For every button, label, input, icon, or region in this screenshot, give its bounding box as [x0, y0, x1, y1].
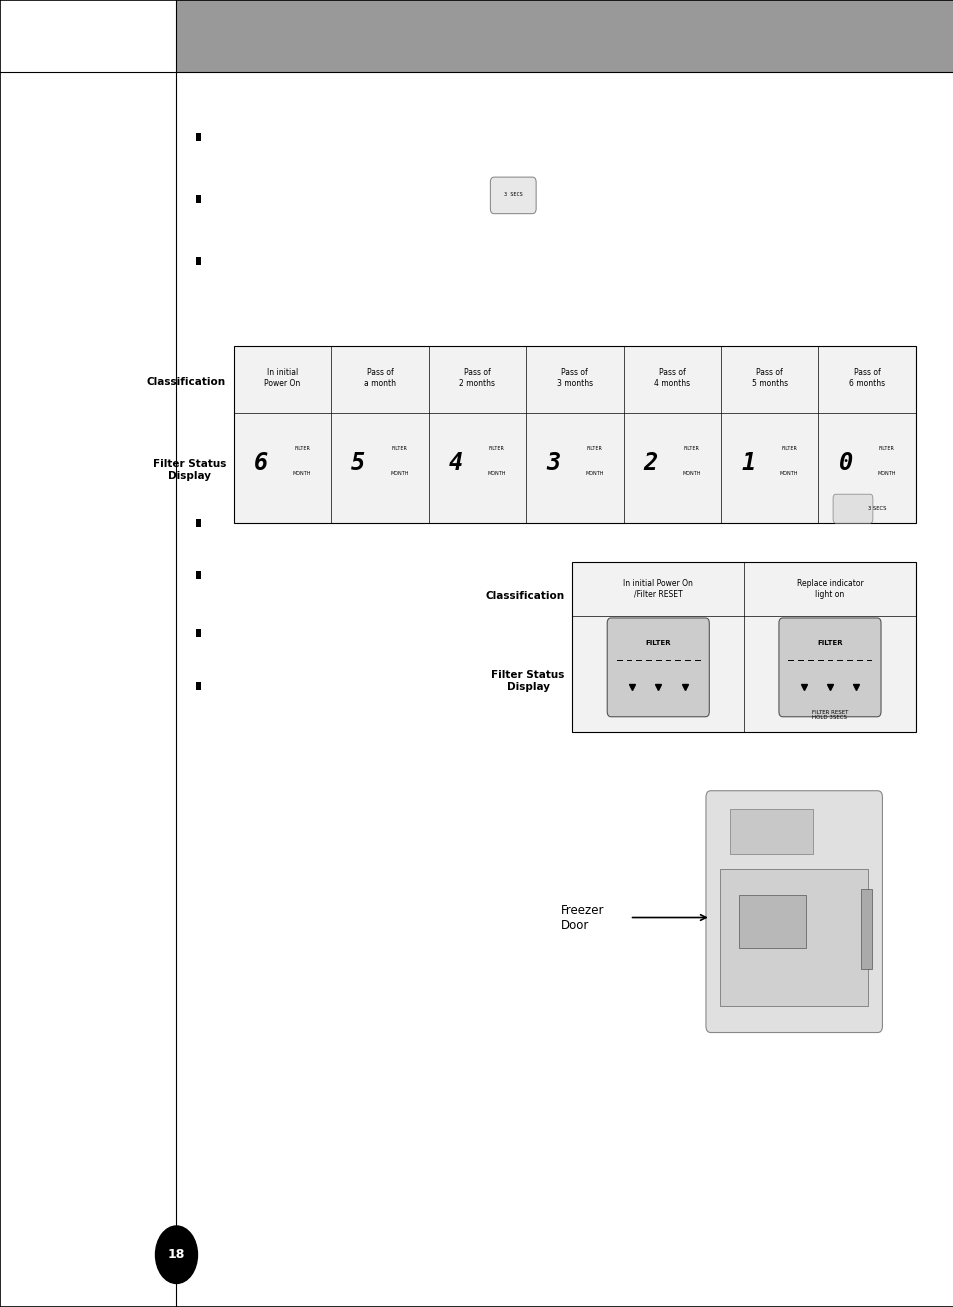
FancyBboxPatch shape — [832, 494, 872, 523]
Circle shape — [155, 1226, 197, 1283]
Text: FILTER: FILTER — [683, 446, 699, 451]
Text: 1: 1 — [740, 451, 755, 474]
Text: 5: 5 — [351, 451, 365, 474]
Text: MONTH: MONTH — [487, 471, 505, 476]
Bar — [195, 133, 201, 141]
Bar — [195, 629, 201, 637]
Text: FILTER RESET
HOLD 3SECS: FILTER RESET HOLD 3SECS — [811, 710, 847, 720]
Text: MONTH: MONTH — [584, 471, 603, 476]
Text: Pass of
5 months: Pass of 5 months — [751, 369, 787, 388]
Text: FILTER: FILTER — [645, 639, 670, 646]
Text: 18: 18 — [168, 1248, 185, 1261]
Bar — [195, 519, 201, 527]
Bar — [195, 257, 201, 265]
Text: 3 SECS: 3 SECS — [503, 192, 522, 196]
Text: 0: 0 — [838, 451, 852, 474]
Bar — [739, 895, 805, 948]
Text: In initial
Power On: In initial Power On — [264, 369, 300, 388]
FancyBboxPatch shape — [606, 618, 708, 716]
Text: Freezer
Door: Freezer Door — [560, 903, 604, 932]
Text: MONTH: MONTH — [681, 471, 700, 476]
Text: MONTH: MONTH — [293, 471, 311, 476]
Text: Pass of
2 months: Pass of 2 months — [458, 369, 495, 388]
Text: Pass of
6 months: Pass of 6 months — [848, 369, 884, 388]
Bar — [195, 682, 201, 690]
Text: 3 SECS: 3 SECS — [866, 506, 885, 511]
Text: Pass of
3 months: Pass of 3 months — [557, 369, 592, 388]
Text: FILTER: FILTER — [781, 446, 797, 451]
Text: MONTH: MONTH — [780, 471, 798, 476]
Bar — [176, 0, 953, 72]
Text: FILTER: FILTER — [488, 446, 504, 451]
Text: FILTER: FILTER — [391, 446, 407, 451]
Text: Classification: Classification — [485, 591, 564, 601]
Bar — [572, 562, 915, 732]
Text: Filter Status
Display: Filter Status Display — [491, 670, 564, 691]
FancyBboxPatch shape — [778, 618, 881, 716]
Text: Classification: Classification — [147, 376, 226, 387]
Bar — [233, 346, 915, 523]
Bar — [720, 869, 867, 1006]
Text: In initial Power On
/Filter RESET: In initial Power On /Filter RESET — [622, 579, 693, 599]
Text: FILTER: FILTER — [878, 446, 894, 451]
Bar — [195, 195, 201, 203]
Bar — [860, 889, 871, 968]
Text: 3: 3 — [546, 451, 559, 474]
Text: Pass of
4 months: Pass of 4 months — [654, 369, 690, 388]
Text: FILTER: FILTER — [294, 446, 310, 451]
Text: Filter Status
Display: Filter Status Display — [152, 459, 226, 481]
Text: 6: 6 — [253, 451, 268, 474]
Text: Replace indicator
light on: Replace indicator light on — [796, 579, 862, 599]
Bar — [195, 571, 201, 579]
Text: Pass of
a month: Pass of a month — [363, 369, 395, 388]
FancyBboxPatch shape — [705, 791, 882, 1033]
Text: FILTER: FILTER — [817, 639, 841, 646]
FancyBboxPatch shape — [490, 176, 536, 214]
Bar — [729, 809, 812, 855]
Text: 4: 4 — [448, 451, 462, 474]
Text: 2: 2 — [643, 451, 658, 474]
Text: FILTER: FILTER — [586, 446, 601, 451]
Text: MONTH: MONTH — [390, 471, 408, 476]
Text: MONTH: MONTH — [877, 471, 895, 476]
